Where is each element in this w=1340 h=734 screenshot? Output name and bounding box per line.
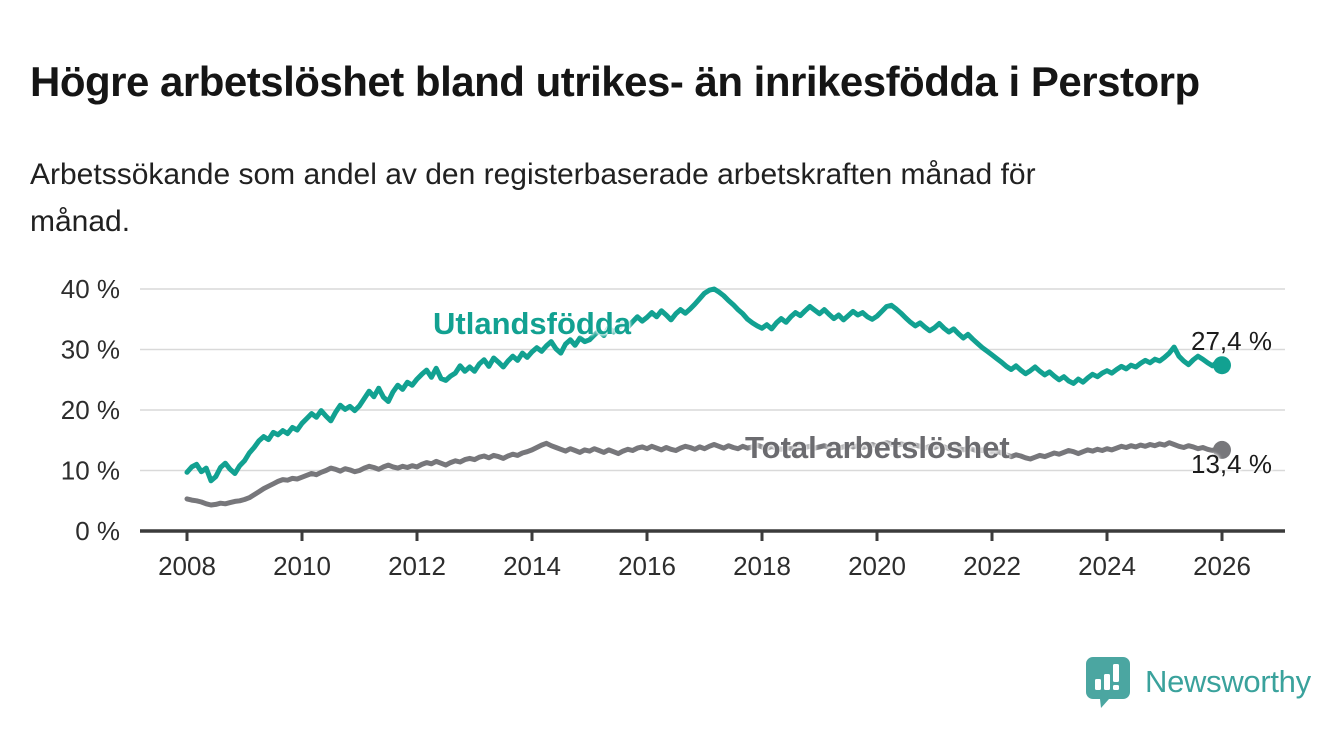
- logo-bar-medium: [1104, 674, 1110, 690]
- x-tick-label: 2010: [273, 551, 331, 581]
- x-tick-label: 2012: [388, 551, 446, 581]
- brand-name: Newsworthy: [1145, 664, 1311, 699]
- y-tick-label: 40 %: [61, 274, 120, 304]
- series-line-utlandsfodda: [184, 286, 1225, 484]
- x-tick-label: 2020: [848, 551, 906, 581]
- logo-exclamation-dot: [1113, 685, 1119, 690]
- y-tick-label: 0 %: [75, 516, 120, 546]
- series-label-utlandsfodda: Utlandsfödda: [433, 306, 632, 341]
- x-tick-label: 2026: [1193, 551, 1251, 581]
- newsworthy-branding: Newsworthy: [1085, 656, 1311, 708]
- y-tick-label: 30 %: [61, 335, 120, 365]
- page-subtitle: Arbetssökande som andel av den registerb…: [30, 158, 1036, 238]
- series-end-dot-total: [1213, 440, 1231, 459]
- logo-bar-short: [1095, 679, 1101, 690]
- x-tick-label: 2024: [1078, 551, 1136, 581]
- x-tick-label: 2014: [503, 551, 561, 581]
- series-label-total-arbetsloshet: Total arbetslöshet: [745, 430, 1010, 465]
- x-tick-label: 2022: [963, 551, 1021, 581]
- x-tick-label: 2016: [618, 551, 676, 581]
- x-tick-label: 2008: [158, 551, 216, 581]
- x-tick-label: 2018: [733, 551, 791, 581]
- series-end-dot-utlandsfodda: [1213, 356, 1231, 375]
- end-value-label-total: 13,4 %: [1191, 449, 1272, 479]
- logo-bar-tall: [1113, 664, 1119, 682]
- page-title: Högre arbetslöshet bland utrikes- än inr…: [30, 58, 1200, 106]
- end-value-label-utlandsfodda: 27,4 %: [1191, 326, 1272, 356]
- series-line-total: [184, 440, 1225, 508]
- newsworthy-logo-icon: [1086, 657, 1130, 708]
- y-tick-label: 20 %: [61, 395, 120, 425]
- y-tick-label: 10 %: [61, 456, 120, 486]
